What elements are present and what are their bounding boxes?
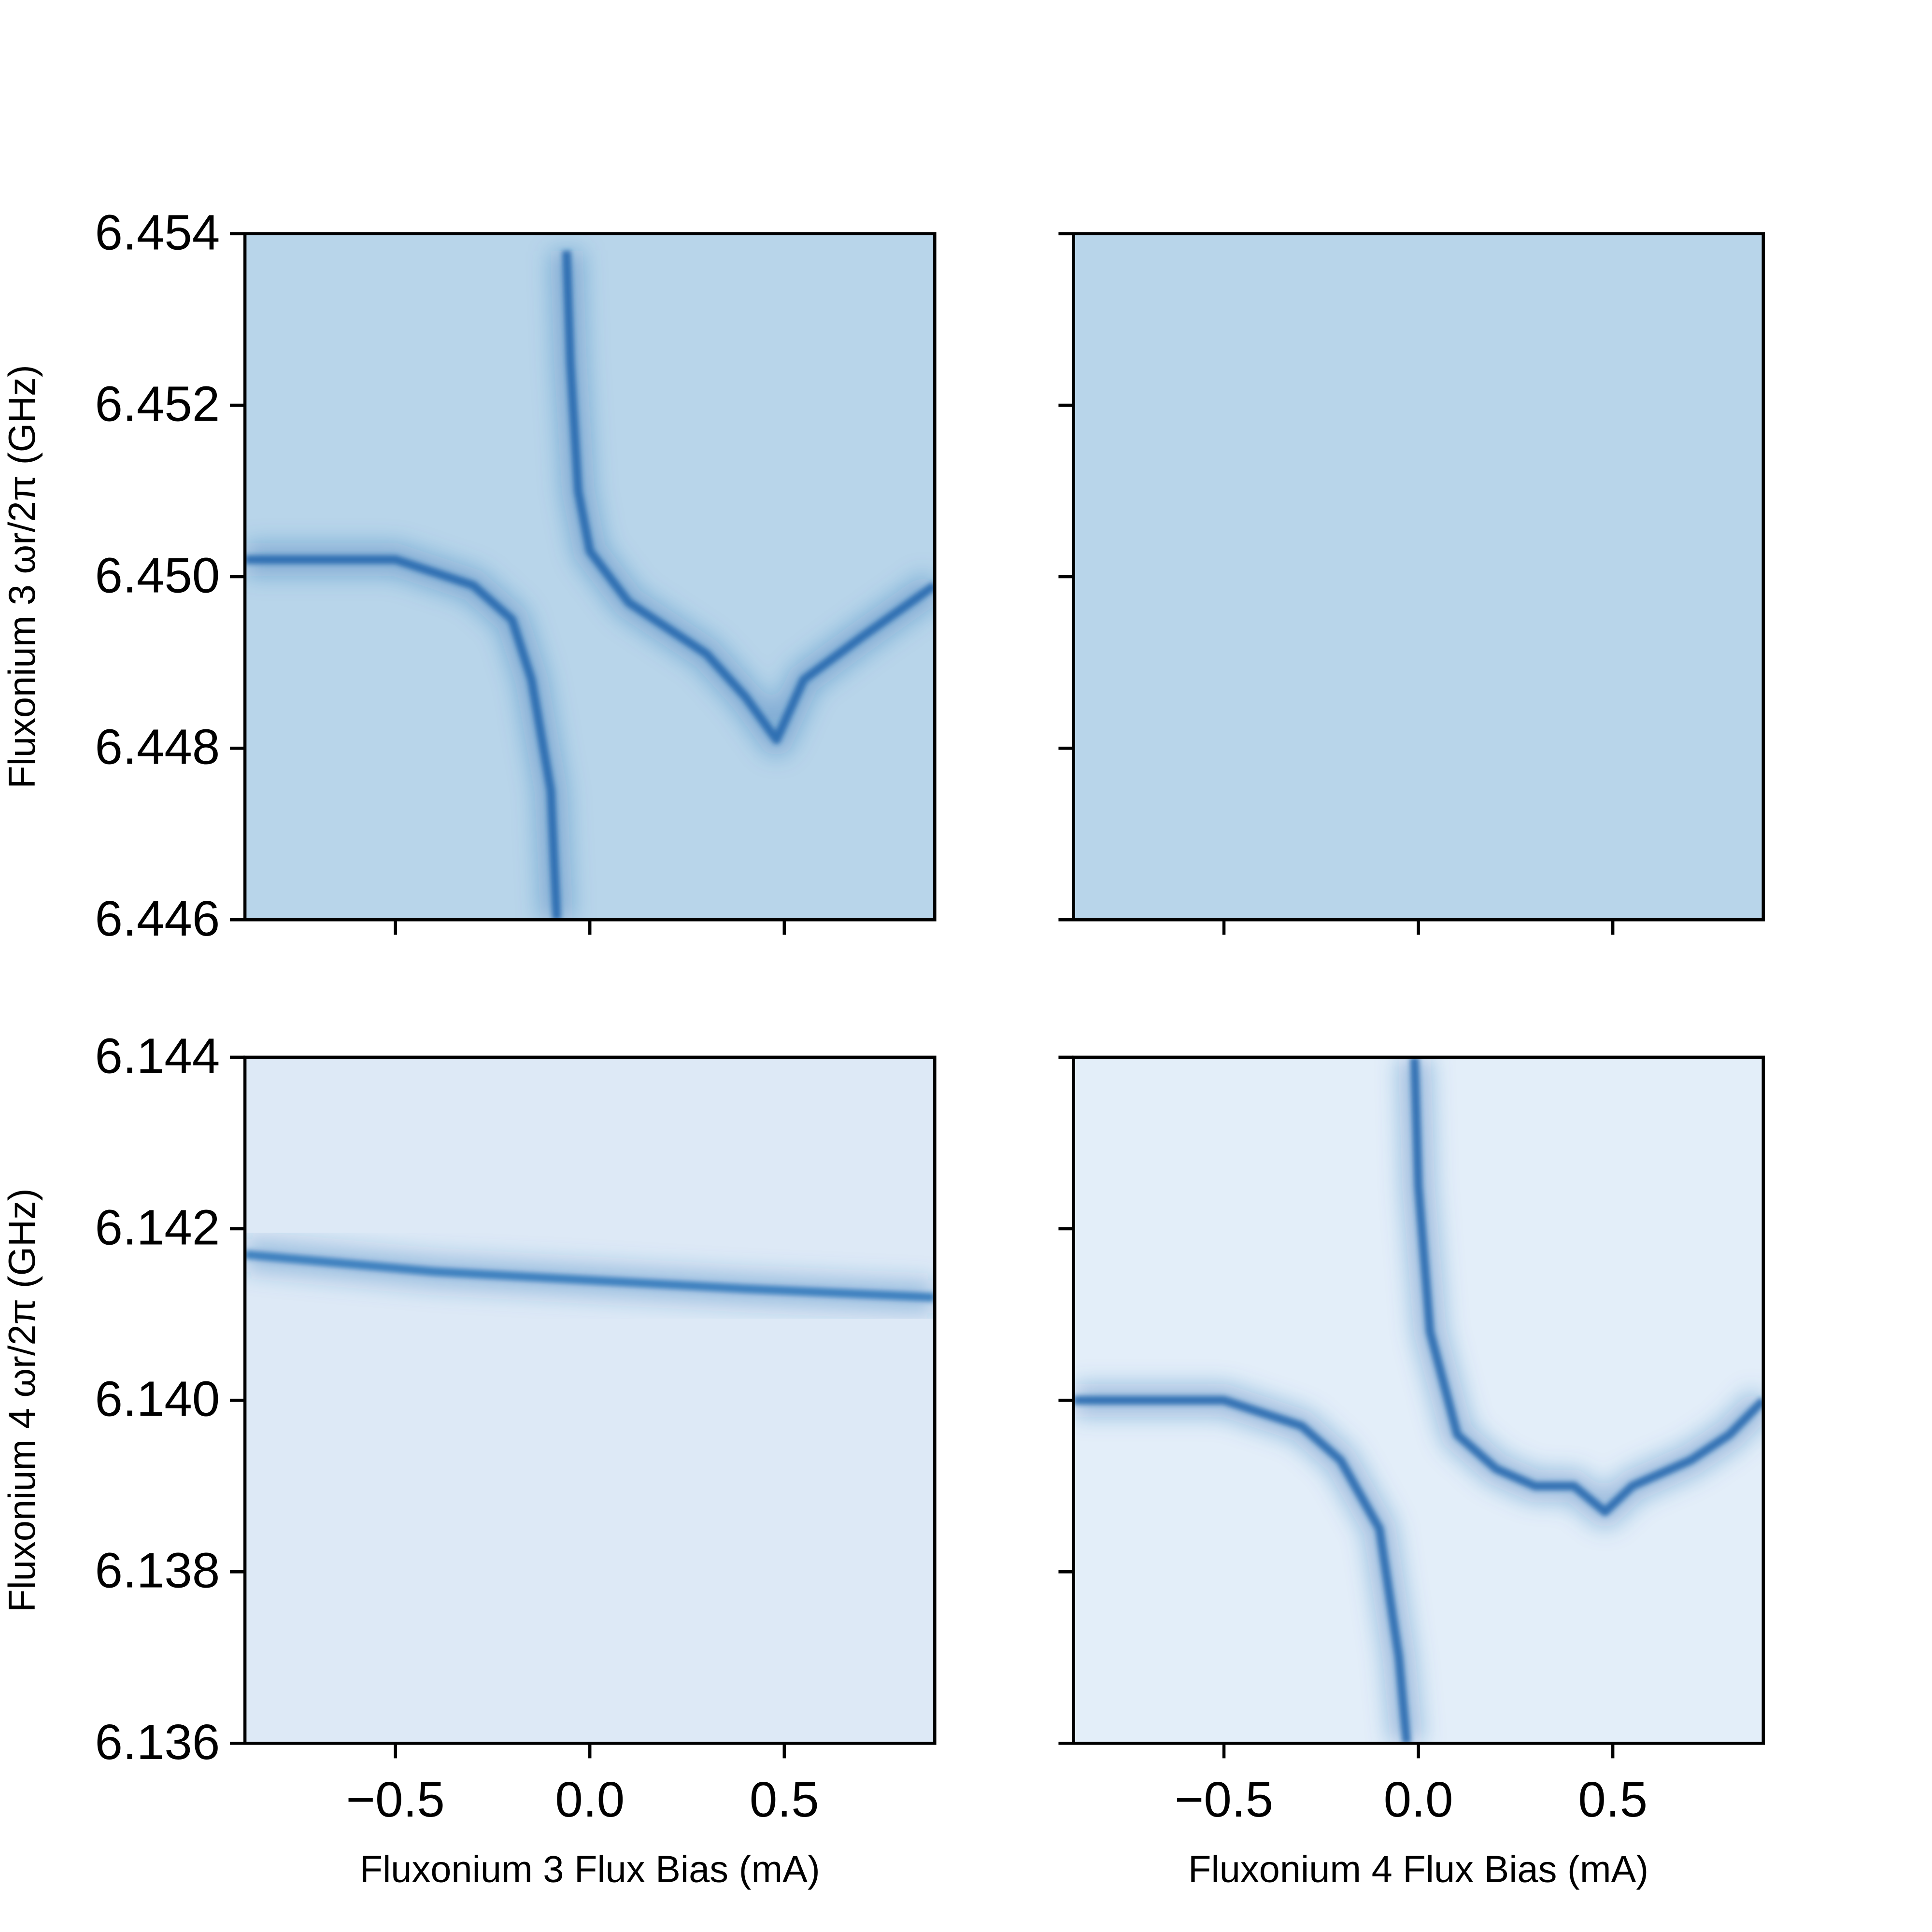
y-tick-label: 6.454 [95, 204, 220, 260]
heatmap-background [1073, 233, 1763, 920]
x-tick-label: −0.5 [1175, 1771, 1273, 1827]
y-tick-label: 6.446 [95, 890, 220, 946]
plot-area [245, 250, 935, 920]
x-tick-label: −0.5 [346, 1771, 445, 1827]
x-axis-label: Fluxonium 4 Flux Bias (mA) [1188, 1848, 1648, 1890]
x-tick-label: 0.5 [750, 1771, 819, 1827]
subplot [1058, 232, 1765, 935]
x-axis-label: Fluxonium 3 Flux Bias (mA) [360, 1848, 820, 1890]
subplot: −0.5 0.0 0.5 6.136 6.138 6.140 6.142 6.144 Fluxo… [1, 1027, 937, 1890]
y-tick-label: 6.452 [95, 375, 220, 431]
resonance-line [245, 251, 935, 920]
y-tick-label: 6.136 [95, 1714, 220, 1770]
x-tick-label: 0.0 [555, 1771, 625, 1827]
plot-area [245, 1238, 935, 1314]
y-tick-label: 6.144 [95, 1027, 220, 1083]
x-tick-label: 0.0 [1384, 1771, 1453, 1827]
subplot: 6.446 6.448 6.450 6.452 6.454 Fluxonium 3 ωr/… [1, 204, 937, 946]
x-tick-label: 0.5 [1578, 1771, 1648, 1827]
plot-area [1073, 1057, 1763, 1744]
y-tick-label: 6.140 [95, 1371, 220, 1427]
y-tick-label: 6.138 [95, 1542, 220, 1598]
heatmap-background [245, 1057, 935, 1744]
resonance-line [1073, 1057, 1763, 1744]
y-tick-label: 6.450 [95, 547, 220, 603]
y-axis-label: Fluxonium 4 ωr/2π (GHz) [1, 1188, 43, 1612]
y-tick-label: 6.142 [95, 1199, 220, 1255]
resonance-line [245, 1250, 935, 1302]
y-axis-label: Fluxonium 3 ωr/2π (GHz) [1, 365, 43, 788]
subplot: −0.5 0.0 0.5 Fluxonium 4 Flux Bias (mA) [1058, 1055, 1765, 1890]
y-tick-label: 6.448 [95, 719, 220, 775]
